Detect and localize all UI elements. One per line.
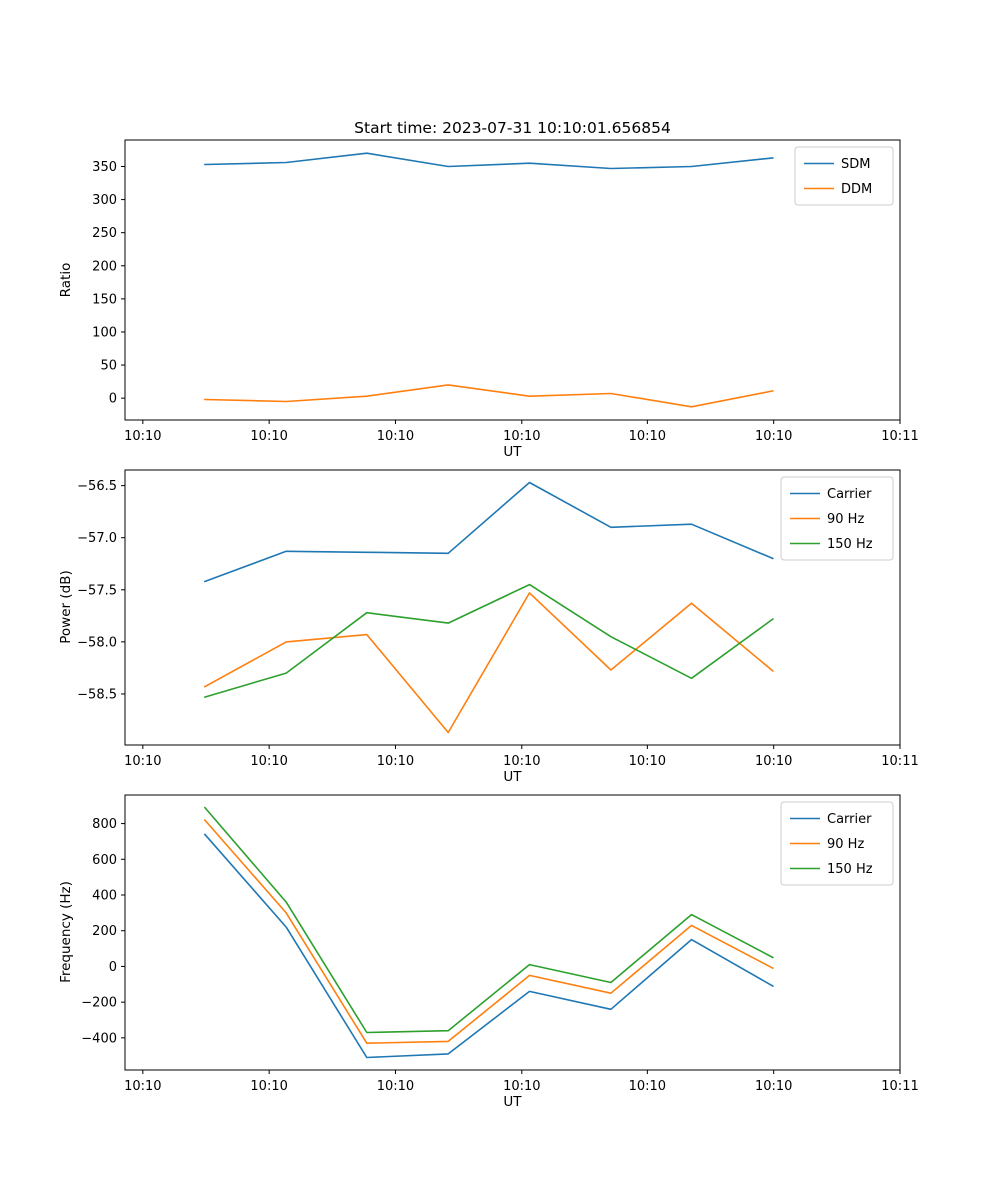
y-tick-label: 250 — [92, 226, 117, 241]
axes-frame — [124, 469, 901, 746]
series-line-sdm — [204, 152, 774, 170]
x-tick-label: 10:11 — [881, 1079, 918, 1094]
legend-label: SDM — [841, 157, 870, 172]
legend-box — [794, 146, 894, 206]
x-tick-label: 10:10 — [124, 1079, 161, 1094]
series-line-150-hz — [204, 806, 774, 1034]
legend-label: DDM — [841, 182, 872, 197]
x-tick-label: 10:11 — [881, 429, 918, 444]
series-line-150-hz — [204, 583, 774, 698]
legend-label: 90 Hz — [827, 512, 864, 527]
x-tick-label: 10:10 — [629, 754, 666, 769]
x-tick-label: 10:10 — [629, 1079, 666, 1094]
x-tick-label: 10:10 — [503, 429, 540, 444]
y-tick-label: −57.0 — [77, 531, 117, 546]
y-tick-label: −58.5 — [77, 687, 117, 702]
y-tick-label: 200 — [92, 924, 117, 939]
x-tick-label: 10:10 — [250, 754, 287, 769]
y-tick-label: 50 — [100, 359, 117, 374]
x-tick-label: 10:10 — [377, 1079, 414, 1094]
x-tick-label: 10:10 — [629, 429, 666, 444]
legend-label: 90 Hz — [827, 837, 864, 852]
x-tick-label: 10:11 — [881, 754, 918, 769]
series-line-90-hz — [204, 592, 774, 734]
chart-ratio: 10:10 10:10 10:10 10:10 10:10 10:10 10:11 0 50 10… — [92, 139, 919, 444]
x-tick-label: 10:10 — [124, 754, 161, 769]
legend-label: 150 Hz — [827, 862, 873, 877]
y-tick-label: 600 — [92, 853, 117, 868]
legend-box — [780, 801, 894, 886]
ylabel-frequency: Frequency (Hz) — [58, 881, 74, 983]
legend-label: Carrier — [827, 487, 872, 502]
series-line-carrier — [204, 481, 774, 583]
legend-label: Carrier — [827, 812, 872, 827]
y-tick-label: 0 — [109, 960, 117, 975]
xlabel-ratio: UT — [503, 444, 522, 460]
legend-box — [780, 476, 894, 561]
x-tick-label: 10:10 — [503, 754, 540, 769]
x-tick-label: 10:10 — [377, 429, 414, 444]
y-tick-label: −58.0 — [77, 635, 117, 650]
xlabel-power: UT — [503, 769, 522, 785]
ylabel-power: Power (dB) — [58, 570, 74, 644]
y-tick-label: 150 — [92, 292, 117, 307]
ylabel-ratio: Ratio — [58, 262, 74, 298]
y-tick-label: −57.5 — [77, 583, 117, 598]
y-tick-label: 350 — [92, 160, 117, 175]
series-line-90-hz — [204, 819, 774, 1044]
y-tick-label: −200 — [81, 996, 117, 1011]
y-tick-label: 300 — [92, 193, 117, 208]
y-tick-label: 400 — [92, 889, 117, 904]
x-tick-label: 10:10 — [250, 429, 287, 444]
figure-title: Start time: 2023-07-31 10:10:01.656854 — [354, 119, 671, 137]
x-tick-label: 10:10 — [755, 1079, 792, 1094]
x-tick-label: 10:10 — [755, 754, 792, 769]
x-tick-label: 10:10 — [250, 1079, 287, 1094]
x-tick-label: 10:10 — [377, 754, 414, 769]
chart-frequency: 10:10 10:10 10:10 10:10 10:10 10:10 10:11 −400 −… — [81, 794, 919, 1094]
y-tick-label: 200 — [92, 259, 117, 274]
chart-power: 10:10 10:10 10:10 10:10 10:10 10:10 10:11 −58.5… — [77, 469, 919, 769]
axes-frame — [124, 794, 901, 1071]
axes-frame — [124, 139, 901, 421]
y-tick-label: 100 — [92, 325, 117, 340]
y-tick-label: 0 — [109, 392, 117, 407]
series-line-carrier — [204, 833, 774, 1059]
series-line-ddm — [204, 384, 774, 408]
xlabel-frequency: UT — [503, 1094, 522, 1110]
y-tick-label: 800 — [92, 817, 117, 832]
legend-label: 150 Hz — [827, 537, 873, 552]
x-tick-label: 10:10 — [124, 429, 161, 444]
y-tick-label: −400 — [81, 1031, 117, 1046]
x-tick-label: 10:10 — [755, 429, 792, 444]
y-tick-label: −56.5 — [77, 479, 117, 494]
x-tick-label: 10:10 — [503, 1079, 540, 1094]
